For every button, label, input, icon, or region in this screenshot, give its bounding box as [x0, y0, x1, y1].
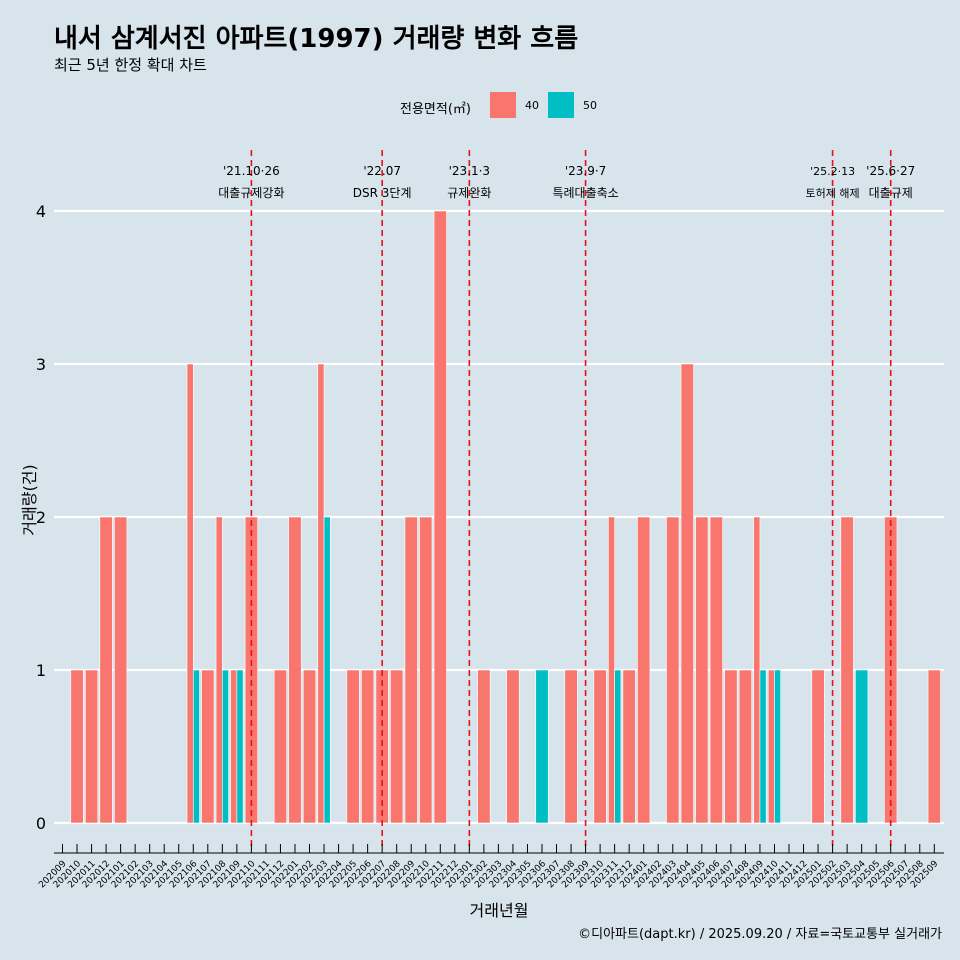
bar-50 — [236, 669, 244, 824]
bar-40 — [288, 516, 302, 824]
bar-40 — [564, 669, 578, 824]
bar-40 — [302, 669, 317, 824]
chart-subtitle: 최근 5년 한정 확대 차트 — [54, 56, 207, 74]
bar-40 — [433, 210, 447, 824]
bar-40 — [230, 669, 238, 824]
bar-50 — [614, 669, 622, 824]
x-axis-title: 거래년월 — [470, 901, 529, 920]
bar-40 — [811, 669, 825, 824]
event-date-label: '22.07 — [363, 164, 401, 178]
bar-40 — [840, 516, 854, 824]
legend: 전용면적(㎡) 40 50 — [0, 92, 960, 122]
legend-key-40 — [490, 92, 516, 118]
bar-40 — [201, 669, 215, 824]
event-label: 특례대출축소 — [552, 186, 618, 200]
bar-40 — [695, 516, 709, 824]
bar-50 — [855, 669, 869, 824]
legend-key-50 — [548, 92, 574, 118]
event-date-label: '25.2·13 — [810, 165, 855, 178]
bar-40 — [70, 669, 84, 824]
bar-50 — [222, 669, 229, 824]
event-label: DSR 3단계 — [353, 186, 412, 200]
y-tick-label: 3 — [36, 355, 46, 374]
bar-50 — [759, 669, 767, 824]
bar-40 — [390, 669, 404, 824]
y-tick-label: 2 — [36, 508, 46, 527]
event-label: 대출규제 — [869, 186, 913, 200]
bar-50 — [192, 669, 200, 824]
bar-40 — [637, 516, 651, 824]
bar-40 — [186, 363, 194, 824]
legend-label-50: 50 — [583, 99, 597, 112]
bar-40 — [404, 516, 418, 824]
bar-40 — [738, 669, 752, 824]
legend-title: 전용면적(㎡) — [400, 102, 471, 117]
y-tick-label: 0 — [36, 814, 46, 833]
event-date-label: '21.10·26 — [223, 164, 280, 178]
bar-40 — [361, 669, 375, 824]
bar-40 — [927, 669, 941, 824]
y-tick-label: 4 — [36, 202, 46, 221]
legend-label-40: 40 — [525, 99, 539, 112]
bar-40 — [680, 363, 694, 824]
bar-50 — [323, 516, 331, 824]
bar-40 — [724, 669, 738, 824]
event-label: 토허제 해제 — [806, 186, 860, 200]
bar-50 — [774, 669, 782, 824]
bar-40 — [608, 516, 615, 824]
bar-40 — [99, 516, 113, 824]
bar-40 — [85, 669, 99, 824]
bar-40 — [753, 516, 761, 824]
y-tick-label: 1 — [36, 661, 46, 680]
bar-40 — [114, 516, 128, 824]
bar-40 — [215, 516, 223, 824]
y-axis-title: 거래량(건) — [20, 464, 39, 535]
bar-40 — [477, 669, 491, 824]
bar-40 — [622, 669, 636, 824]
event-date-label: '23.1·3 — [449, 164, 490, 178]
event-label: 규제완화 — [447, 186, 491, 200]
bar-40 — [346, 669, 360, 824]
event-label: 대출규제강화 — [218, 186, 284, 200]
bar-40 — [317, 363, 325, 824]
bar-40 — [666, 516, 680, 824]
chart-title: 내서 삼계서진 아파트(1997) 거래량 변화 흐름 — [54, 24, 579, 54]
bar-40 — [767, 669, 775, 824]
bar-40 — [419, 516, 433, 824]
footer-caption: ©디아파트(dapt.kr) / 2025.09.20 / 자료=국토교통부 실… — [578, 927, 942, 942]
bar-40 — [709, 516, 723, 824]
bar-40 — [593, 669, 607, 824]
bar-50 — [535, 669, 549, 824]
bar-40 — [273, 669, 288, 824]
event-date-label: '23.9·7 — [565, 164, 606, 178]
event-date-label: '25.6·27 — [866, 164, 915, 178]
bar-40 — [506, 669, 520, 824]
